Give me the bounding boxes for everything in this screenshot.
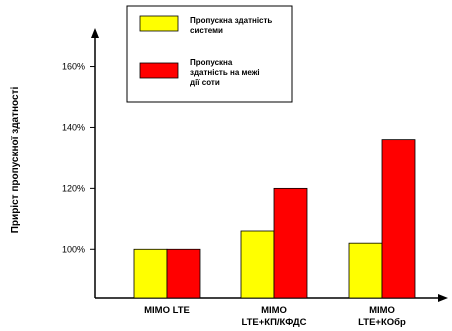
- legend-label: Пропускна здатність системи: [190, 16, 272, 35]
- y-tick-label: 140%: [62, 122, 85, 132]
- bar: [381, 139, 416, 299]
- legend-label: Пропускна здатність на межі дії соти: [190, 58, 260, 87]
- y-tick-label: 160%: [62, 62, 85, 72]
- bars: [133, 139, 416, 299]
- bar: [240, 230, 275, 299]
- bar: [166, 248, 201, 299]
- y-axis-arrow: [91, 28, 99, 38]
- bar: [273, 187, 308, 299]
- category-label: MIMO LTE+КП/КФДС: [242, 305, 307, 328]
- y-ticks: 100% 120% 140% 160%: [62, 62, 95, 254]
- x-axis-arrow: [438, 294, 448, 302]
- bar: [133, 248, 168, 299]
- legend-box: [126, 5, 293, 103]
- category-label: MIMO LTE: [144, 305, 190, 316]
- legend-swatch: [139, 15, 179, 32]
- y-axis-label: Приріст пропускної здатності: [10, 87, 21, 234]
- legend-swatch: [139, 62, 179, 79]
- category-label: MIMO LTE+КОбр: [358, 305, 406, 328]
- bar: [348, 242, 383, 299]
- legend: Пропускна здатність системи Пропускна здатн…: [126, 5, 293, 103]
- y-tick-label: 120%: [62, 183, 85, 193]
- y-tick-label: 100%: [62, 244, 85, 254]
- category-labels: MIMO LTE MIMO LTE+КП/КФДС MIMO LTE+КОбр: [144, 305, 406, 328]
